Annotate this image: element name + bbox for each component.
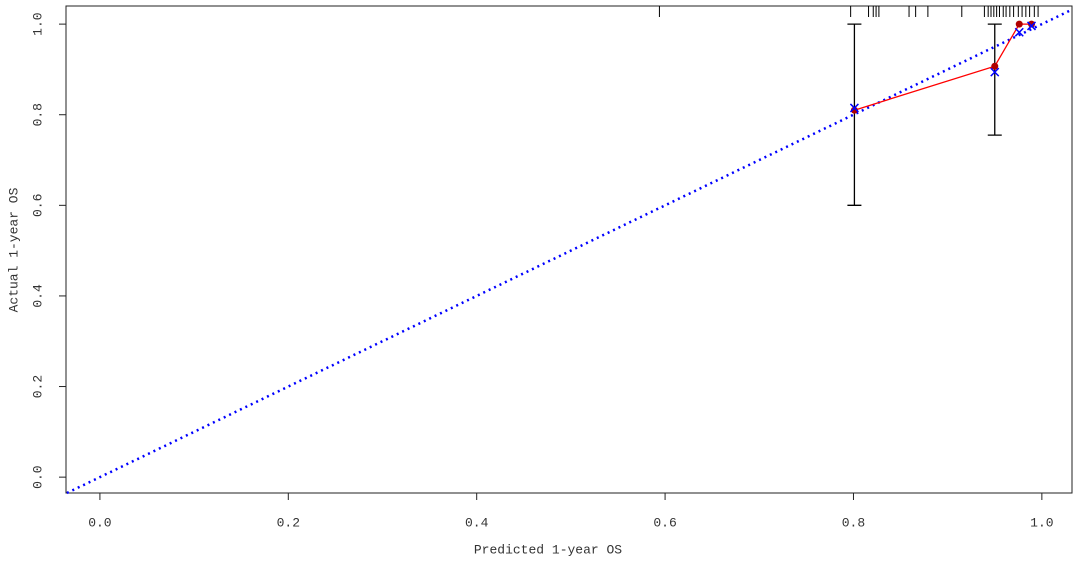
point: [1026, 21, 1037, 31]
point: [990, 67, 1000, 77]
point: [849, 103, 859, 113]
y-tick-label: 0.4: [30, 284, 45, 308]
point: [1014, 27, 1024, 37]
x-tick-label: 0.6: [653, 515, 676, 530]
point: [1015, 20, 1023, 28]
error-bar: [847, 23, 862, 206]
y-tick-label: 0.8: [30, 103, 45, 126]
plot-frame: [65, 5, 1073, 494]
series-line: [854, 23, 1032, 111]
point: [850, 106, 858, 114]
x-tick-label: 1.0: [1030, 515, 1053, 530]
point: [991, 62, 999, 70]
error-bar: [987, 23, 1002, 136]
y-tick-label: 0.6: [30, 194, 45, 217]
y-tick-label: 0.0: [30, 465, 45, 488]
x-tick-label: 0.2: [277, 515, 300, 530]
x-axis-label: Predicted 1-year OS: [474, 542, 622, 557]
y-axis-label: Actual 1-year OS: [6, 187, 21, 312]
x-tick-label: 0.8: [842, 515, 865, 530]
x-tick-label: 0.4: [465, 515, 489, 530]
x-tick-label: 0.0: [88, 515, 111, 530]
point: [1027, 20, 1035, 28]
y-tick-label: 0.2: [30, 375, 45, 398]
y-tick-label: 1.0: [30, 12, 45, 35]
ideal-line: [66, 8, 1073, 495]
